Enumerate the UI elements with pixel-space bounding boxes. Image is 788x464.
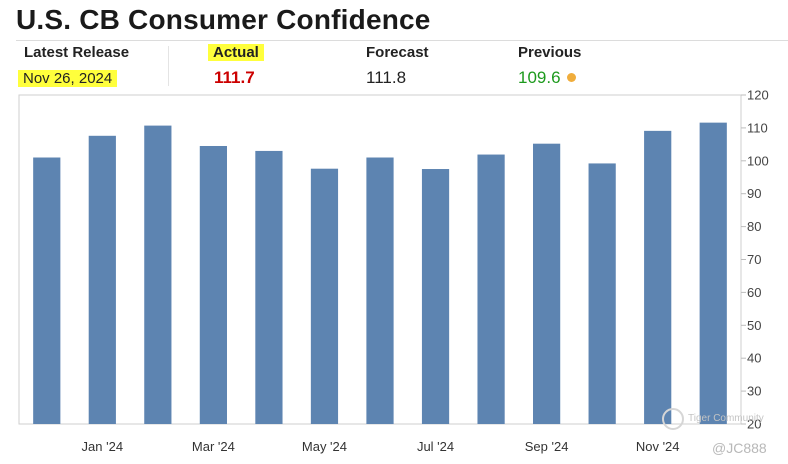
actual-label-text: Actual: [208, 44, 264, 61]
y-tick-label-110: 110: [747, 120, 768, 135]
x-tick-label-jan-24: Jan '24: [82, 439, 124, 454]
bar-jan-24: [88, 135, 116, 424]
bar-mar-24: [199, 145, 227, 424]
x-tick-label-may-24: May '24: [302, 439, 347, 454]
y-tick-label-60: 60: [747, 285, 761, 300]
forecast-label: Forecast: [366, 44, 429, 61]
bar-sep-24: [533, 143, 561, 424]
bar-dec-24: [699, 122, 727, 425]
header-separator: [168, 46, 169, 86]
tiger-logo-icon: [662, 408, 684, 430]
title-divider: [16, 40, 788, 41]
y-tick-label-70: 70: [747, 252, 761, 267]
y-tick-label-40: 40: [747, 351, 761, 366]
bar-may-24: [310, 168, 339, 424]
latest-release-date-text: Nov 26, 2024: [18, 70, 118, 87]
latest-release-label: Latest Release: [24, 44, 130, 61]
bar-jul-24: [421, 169, 450, 424]
bar-feb-24: [144, 125, 172, 425]
y-tick-label-50: 50: [747, 318, 761, 333]
bar-dec-23: [33, 157, 61, 424]
actual-value: 111.7: [214, 68, 255, 87]
bar-jun-24: [366, 157, 394, 424]
watermark-text: Tiger Community: [688, 413, 764, 424]
previous-label: Previous: [518, 44, 582, 61]
bar-oct-24: [588, 163, 616, 424]
bar-nov-24: [644, 130, 672, 424]
bar-apr-24: [255, 150, 283, 424]
previous-dot-icon: [566, 73, 576, 82]
y-tick-label-90: 90: [747, 186, 761, 201]
y-tick-label-80: 80: [747, 219, 761, 234]
latest-release-date: Nov 26, 2024: [18, 68, 118, 88]
previous-value-wrap: 109.6: [518, 68, 576, 88]
x-tick-label-sep-24: Sep '24: [525, 439, 569, 454]
actual-label: Actual: [208, 44, 264, 61]
previous-value: 109.6: [518, 68, 561, 87]
bar-aug-24: [477, 154, 505, 424]
y-tick-label-30: 30: [747, 384, 761, 399]
forecast-value: 111.8: [366, 68, 407, 87]
y-tick-label-20: 20: [747, 417, 761, 432]
y-tick-label-120: 120: [747, 88, 769, 103]
x-tick-label-nov-24: Nov '24: [636, 439, 680, 454]
y-tick-label-100: 100: [747, 153, 769, 168]
watermark-user: @JC888: [712, 440, 767, 456]
x-tick-label-mar-24: Mar '24: [192, 439, 235, 454]
x-tick-label-jul-24: Jul '24: [417, 439, 454, 454]
page-title: U.S. CB Consumer Confidence: [16, 4, 431, 35]
